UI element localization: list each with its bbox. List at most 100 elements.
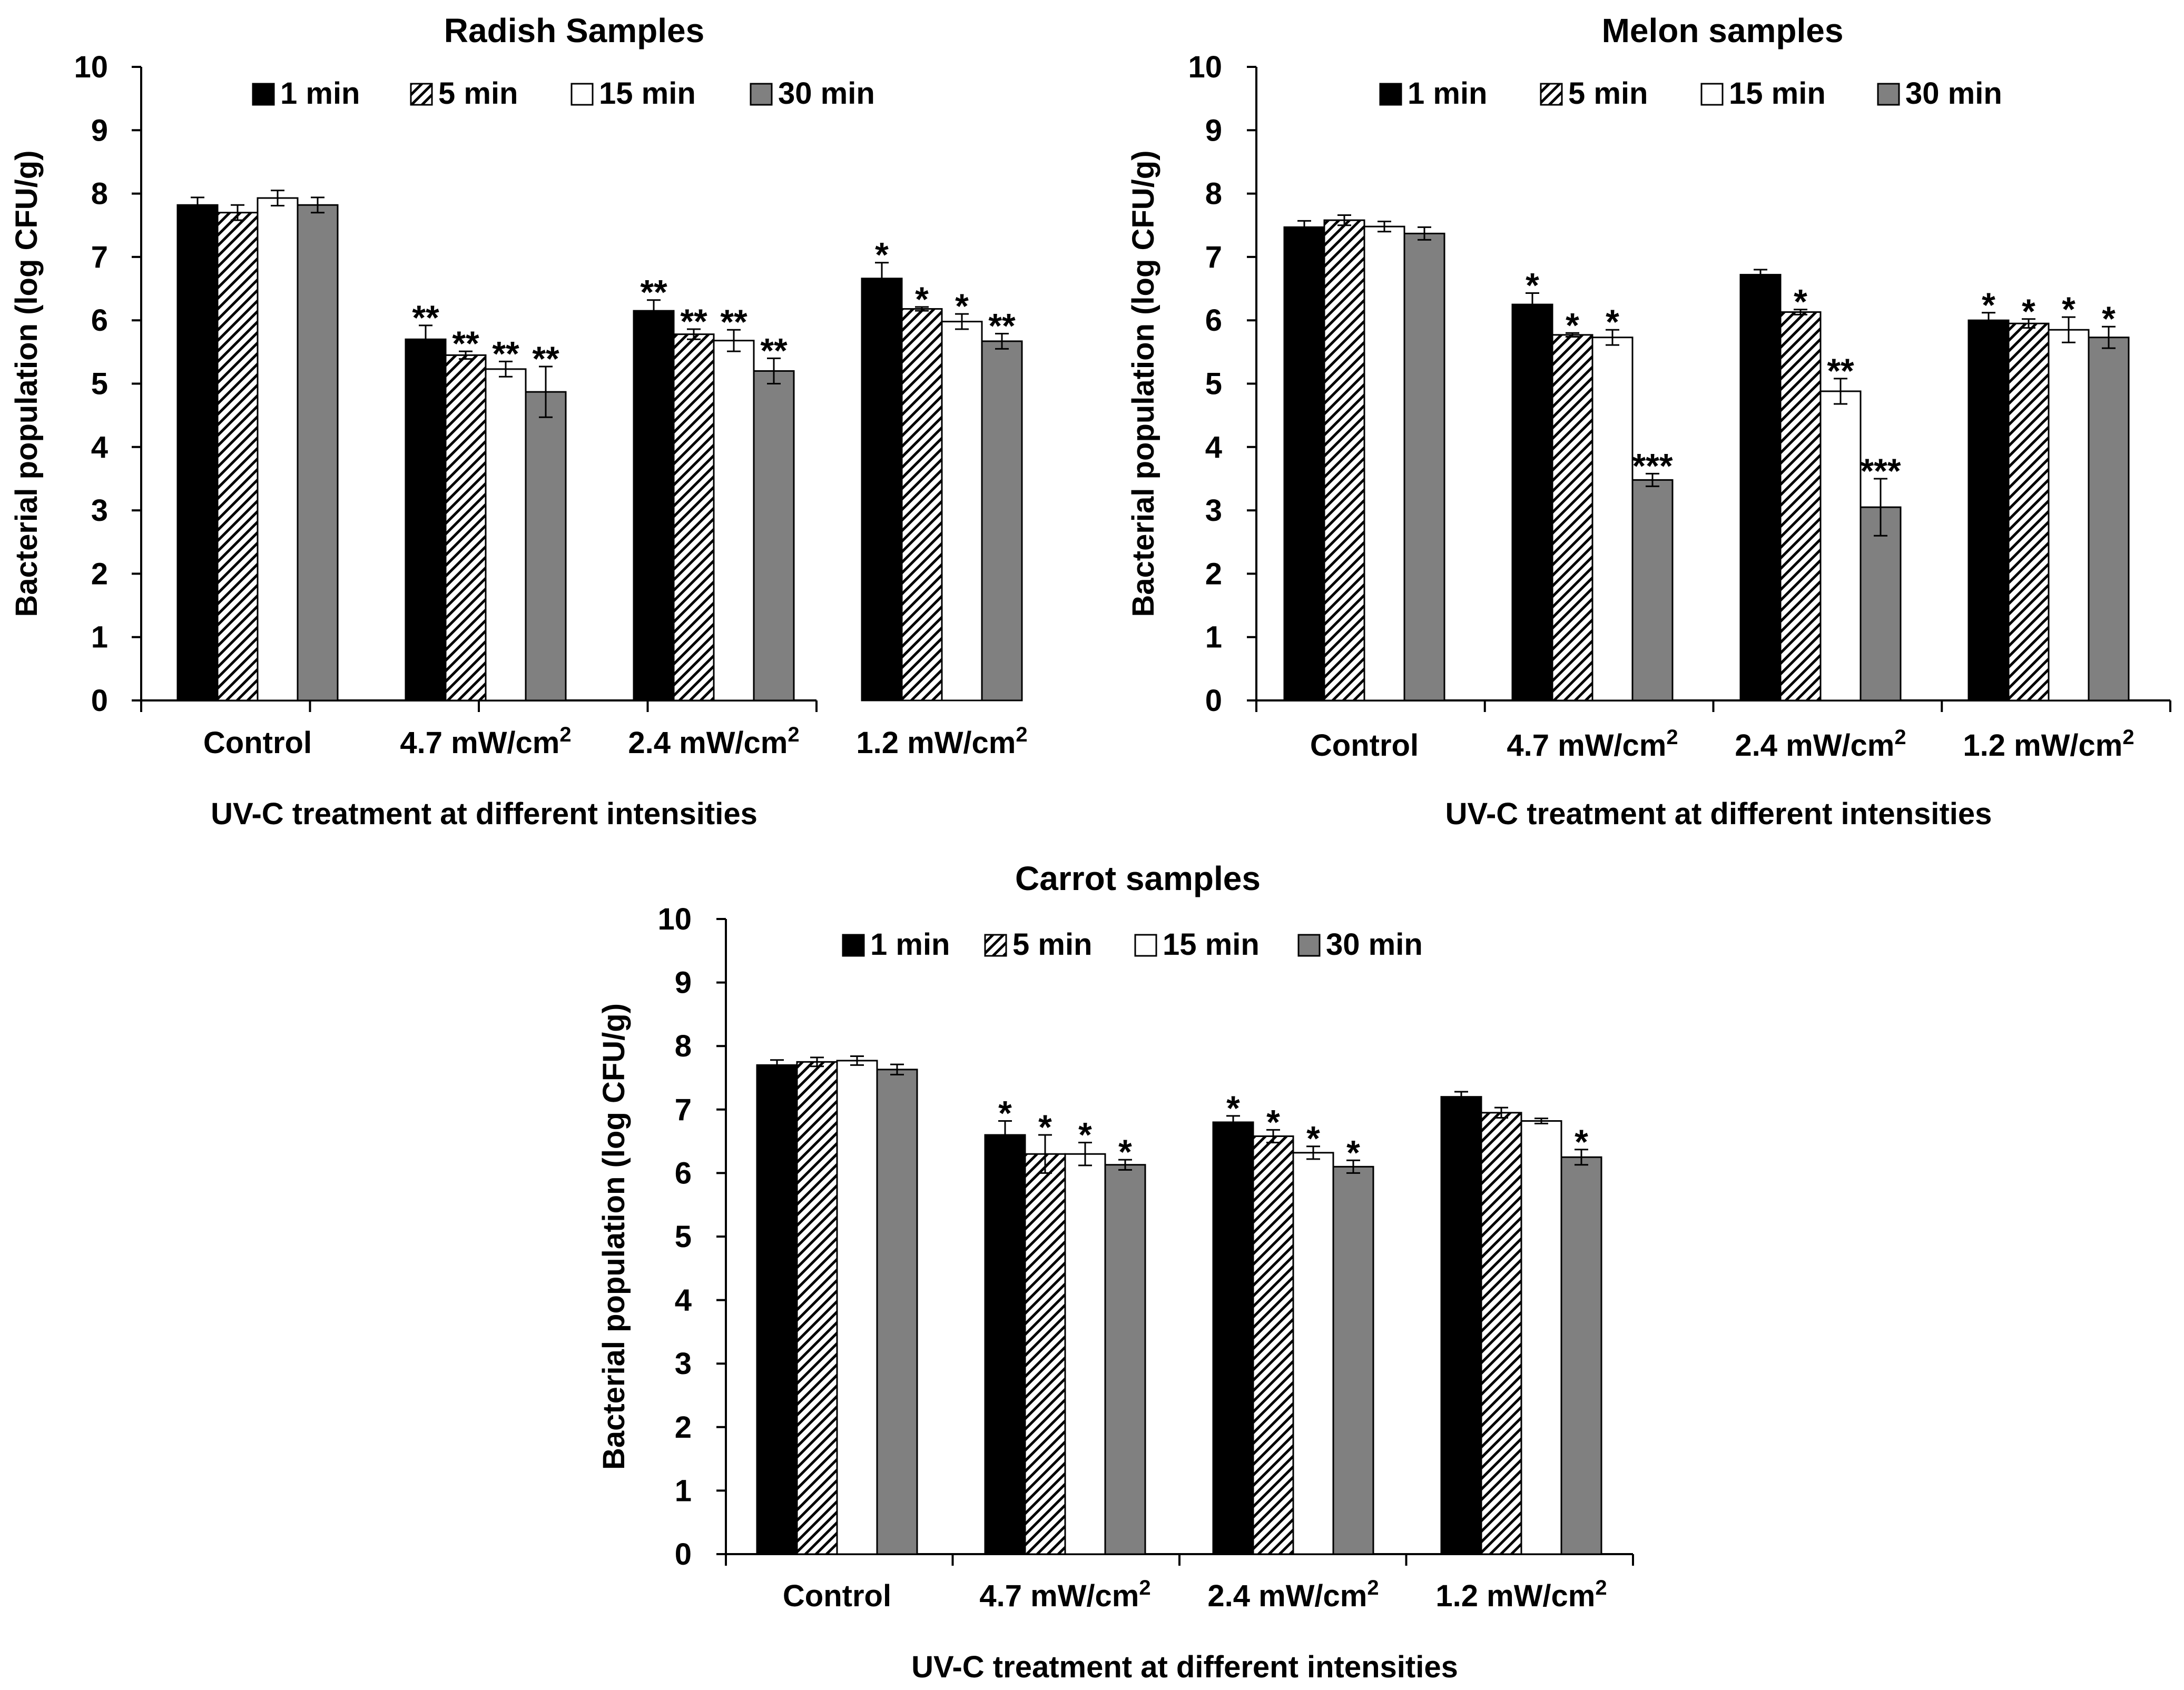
x-tick-label: 2.4 mW/cm2: [628, 723, 799, 760]
y-tick-label: 7: [1205, 240, 1222, 274]
bar: [984, 1134, 1026, 1555]
y-axis-label: Bacterial population (log CFU/g): [9, 150, 44, 617]
y-tick-label: 2: [91, 557, 108, 591]
legend-label: 1 min: [1408, 76, 1488, 111]
bar: [1252, 1135, 1294, 1555]
bar: [1480, 1112, 1522, 1555]
bar: [633, 310, 675, 701]
bar: [1511, 303, 1553, 701]
significance-label: **: [452, 324, 479, 363]
legend-swatch: [252, 83, 275, 106]
legend-label: 15 min: [599, 76, 696, 111]
significance-label: **: [1827, 351, 1854, 390]
x-tick-label: 1.2 mW/cm2: [1963, 726, 2134, 763]
y-tick-label: 3: [675, 1347, 692, 1381]
significance-label: *: [1266, 1102, 1280, 1141]
significance-label: *: [1794, 282, 1807, 321]
bar: [485, 368, 527, 701]
bar: [1819, 390, 1862, 701]
bar: [297, 204, 339, 701]
chart-2: Melon samples 0 1 2 3 4 5 6 7 8 9 10 Bacterial popul…: [1126, 12, 2171, 831]
legend-swatch: [1134, 934, 1157, 957]
bar: [836, 1060, 878, 1555]
bar: [445, 354, 487, 701]
y-tick-label: 6: [91, 303, 108, 338]
legend-swatch: [1877, 83, 1900, 106]
bar: [1024, 1153, 1066, 1555]
significance-label: *: [1982, 285, 1995, 324]
legend-label: 30 min: [1905, 76, 2002, 111]
significance-label: ***: [1632, 446, 1673, 485]
bar: [1104, 1164, 1146, 1555]
bar: [1739, 274, 1782, 701]
y-tick-label: 6: [1205, 303, 1222, 338]
bar: [1292, 1152, 1334, 1555]
significance-label: **: [492, 334, 519, 373]
x-tick-label: 2.4 mW/cm2: [1207, 1576, 1379, 1613]
legend-label: 1 min: [870, 927, 950, 962]
y-tick-label: 3: [1205, 493, 1222, 528]
y-tick-label: 5: [91, 367, 108, 401]
significance-label: *: [998, 1094, 1012, 1133]
bar: [217, 212, 259, 701]
bar: [941, 321, 983, 701]
significance-label: *: [1606, 302, 1619, 341]
legend-label: 15 min: [1729, 76, 1826, 111]
chart-title: Radish Samples: [444, 12, 704, 50]
legend-swatch: [750, 83, 773, 106]
y-tick-label: 5: [1205, 367, 1222, 401]
x-tick-label: 1.2 mW/cm2: [856, 723, 1027, 760]
bar: [525, 391, 567, 701]
significance-label: *: [1038, 1108, 1052, 1147]
chart-title: Carrot samples: [1015, 859, 1261, 897]
bar: [176, 204, 219, 701]
significance-label: **: [532, 339, 559, 378]
bar: [861, 278, 903, 701]
bar: [1064, 1153, 1106, 1555]
significance-label: **: [640, 273, 667, 312]
significance-label: *: [1526, 265, 1539, 304]
legend-label: 5 min: [438, 76, 518, 111]
y-tick-label: 2: [1205, 557, 1222, 591]
significance-label: **: [720, 302, 747, 341]
legend-label: 30 min: [778, 76, 875, 111]
y-tick-label: 10: [1188, 50, 1222, 84]
significance-label: *: [875, 235, 889, 274]
y-tick-label: 8: [675, 1029, 692, 1063]
legend-swatch: [1540, 83, 1563, 106]
bar: [981, 340, 1023, 701]
significance-label: *: [1566, 305, 1579, 344]
bar: [1560, 1156, 1602, 1555]
bar: [2088, 337, 2130, 701]
significance-label: *: [2062, 290, 2075, 329]
bar: [1363, 225, 1405, 701]
legend-swatch: [984, 934, 1007, 957]
significance-label: *: [1226, 1089, 1240, 1128]
x-axis-label: UV-C treatment at different intensities: [1445, 797, 1992, 831]
x-axis-label: UV-C treatment at different intensities: [211, 797, 757, 831]
y-tick-label: 4: [675, 1283, 692, 1318]
x-tick-label: Control: [203, 726, 312, 760]
x-tick-label: Control: [783, 1579, 891, 1613]
y-tick-label: 0: [91, 684, 108, 718]
significance-label: **: [412, 298, 439, 337]
x-tick-label: 4.7 mW/cm2: [400, 723, 571, 760]
y-tick-label: 9: [675, 966, 692, 1000]
bar: [1403, 232, 1445, 701]
significance-label: *: [1575, 1122, 1588, 1161]
chart-3: Carrot samples 0 1 2 3 4 5 6 7 8 9 10 Bacterial popu…: [597, 859, 1634, 1684]
x-tick-label: 4.7 mW/cm2: [1507, 726, 1678, 763]
y-tick-label: 10: [657, 902, 692, 936]
bar: [1332, 1165, 1374, 1555]
y-tick-label: 2: [675, 1410, 692, 1445]
bar: [257, 197, 299, 701]
legend-swatch: [1700, 83, 1724, 106]
chart-title: Melon samples: [1602, 12, 1844, 50]
significance-label: *: [2022, 292, 2035, 331]
legend-label: 1 min: [280, 76, 360, 111]
y-tick-label: 0: [675, 1537, 692, 1572]
bar: [1283, 226, 1325, 701]
significance-label: *: [1078, 1115, 1092, 1154]
y-tick-label: 7: [675, 1093, 692, 1127]
legend-swatch: [410, 83, 433, 106]
